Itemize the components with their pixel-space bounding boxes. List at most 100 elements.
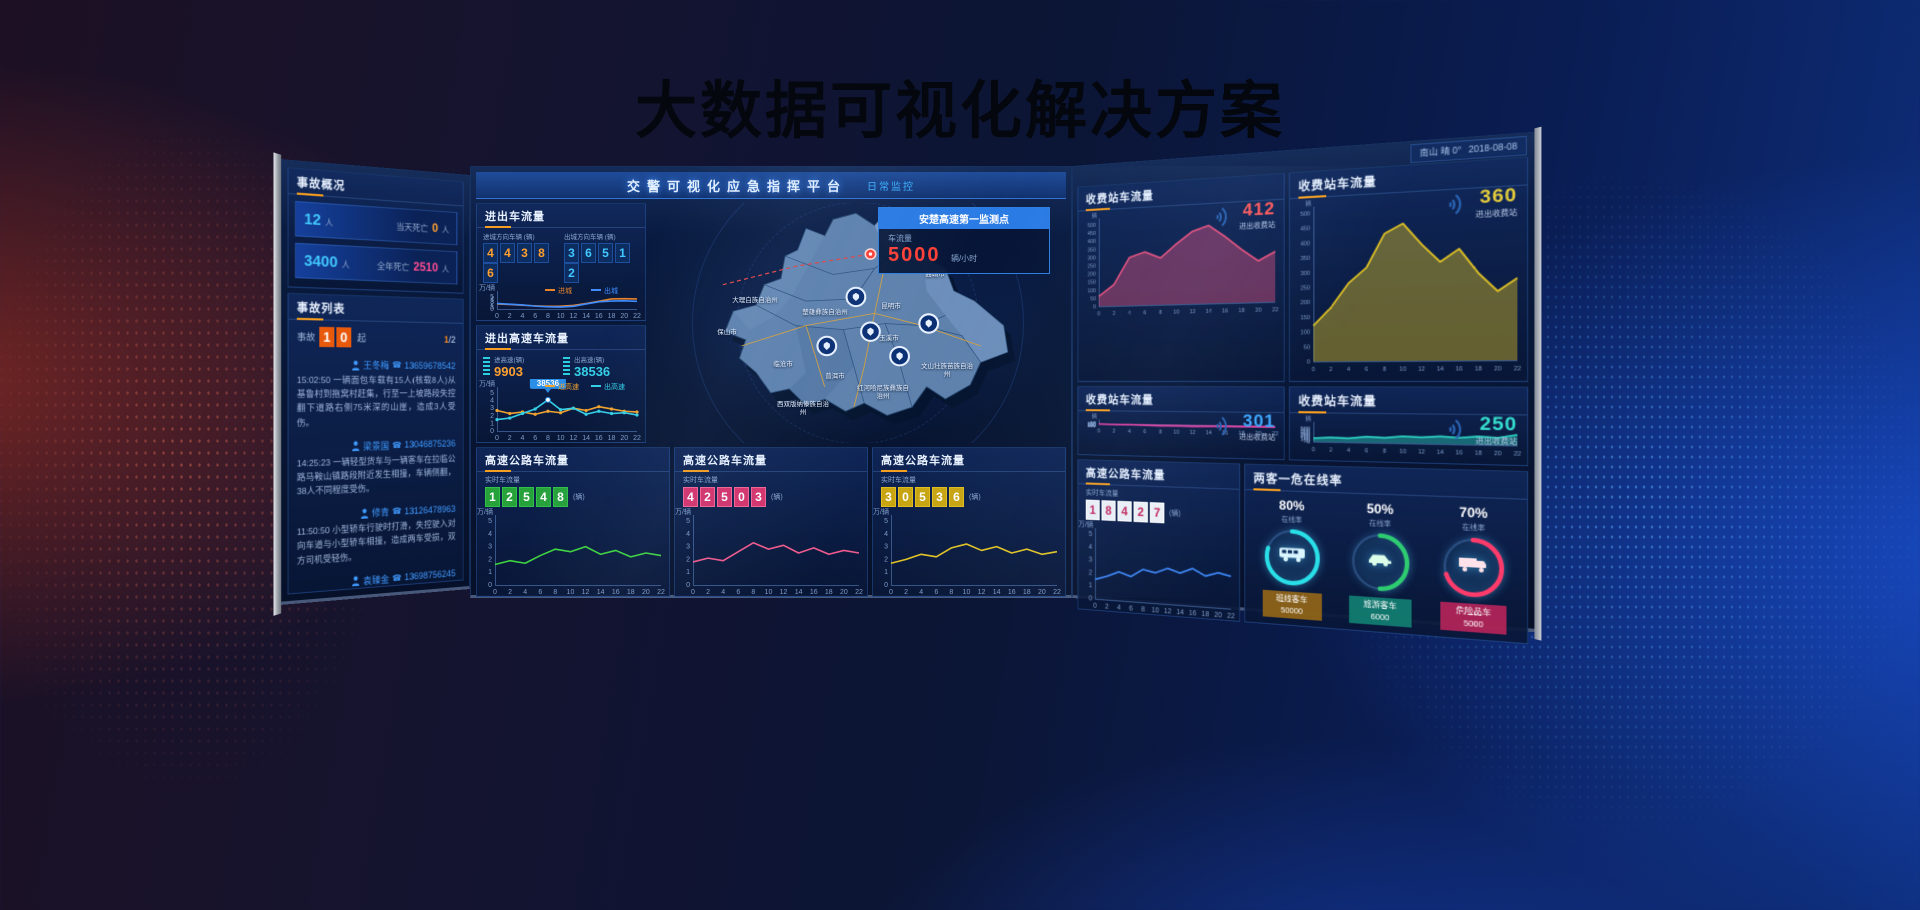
monitor-point-marker-red[interactable]	[865, 249, 875, 259]
svg-text:万/辆: 万/辆	[479, 379, 495, 388]
svg-text:2: 2	[706, 589, 710, 596]
svg-text:8: 8	[1159, 310, 1162, 317]
svg-text:12: 12	[1189, 429, 1195, 436]
svg-text:0: 0	[1307, 359, 1310, 366]
svg-text:20: 20	[1255, 430, 1261, 437]
region-label[interactable]: 保山市	[700, 329, 754, 337]
svg-text:18: 18	[825, 589, 833, 596]
svg-text:8: 8	[546, 313, 550, 320]
region-label[interactable]: 临沧市	[756, 361, 810, 369]
bus-icon	[1278, 546, 1305, 570]
svg-text:4: 4	[1128, 428, 1131, 434]
accident-list-item[interactable]: 王冬梅 ☎ 13659678542 15:02:50 一辆面包车载有15人(核载…	[297, 357, 456, 429]
region-label[interactable]: 文山壮族苗族自治州	[920, 363, 974, 379]
svg-text:4: 4	[884, 531, 888, 538]
svg-text:5: 5	[686, 518, 690, 525]
dashboard-header: 交警可视化应急指挥平台 日常监控	[476, 172, 1066, 199]
svg-text:0: 0	[691, 589, 695, 596]
svg-text:150: 150	[1087, 280, 1096, 287]
svg-text:5: 5	[490, 390, 494, 397]
toll-chart-2: 0 50 100 150 200 250 300 350 400 450 500 辆 0 2 4 6 8 10 12…	[1290, 186, 1527, 381]
svg-text:22: 22	[1272, 430, 1278, 437]
svg-text:450: 450	[1300, 226, 1310, 233]
pagination[interactable]: 1/2	[444, 334, 455, 344]
svg-text:16: 16	[1456, 449, 1463, 456]
accident-overview-panel: 事故概况 12 人 当天死亡 0 人 3400 人 全年死亡 2510 人	[288, 167, 464, 294]
svg-text:2: 2	[1089, 569, 1093, 577]
svg-text:0: 0	[495, 313, 499, 320]
svg-text:6: 6	[736, 589, 740, 596]
svg-text:辆: 辆	[1305, 414, 1311, 423]
menu-daily-monitoring[interactable]: 日常监控	[867, 178, 915, 193]
svg-text:250: 250	[1087, 263, 1096, 270]
accident-list-item[interactable]: 修青 ☎ 13126478963 11:50:50 小型轿车行驶时打滑，失控驶入…	[297, 502, 456, 568]
svg-text:4: 4	[490, 398, 494, 405]
date-text: 2018-08-08	[1468, 141, 1517, 155]
region-label[interactable]: 楚雄彝族自治州	[798, 309, 852, 317]
accident-person-name: 梁景国	[363, 438, 389, 452]
svg-text:500: 500	[1300, 425, 1310, 432]
region-label[interactable]: 玉溪市	[862, 335, 916, 343]
svg-text:10: 10	[1399, 366, 1406, 373]
region-label[interactable]: 红河哈尼族彝族自治州	[856, 385, 910, 401]
map-tooltip-value: 5000	[888, 244, 941, 266]
svg-text:0: 0	[1307, 439, 1310, 446]
svg-text:50: 50	[1090, 421, 1096, 427]
screen-wall: 事故概况 12 人 当天死亡 0 人 3400 人 全年死亡 2510 人	[274, 166, 1514, 598]
svg-text:2: 2	[508, 435, 512, 442]
svg-text:22: 22	[1272, 307, 1278, 314]
ripple-icon	[1215, 412, 1235, 440]
svg-text:4: 4	[686, 531, 690, 538]
online-rate-panel: 两客一危在线率 80% 在线率 班线客车 50000 50% 在线率	[1244, 464, 1528, 645]
svg-text:10: 10	[1152, 607, 1160, 615]
car-icon	[1366, 551, 1395, 574]
accident-person-name: 修青	[372, 505, 389, 519]
region-label[interactable]: 普洱市	[808, 373, 862, 381]
accident-list-item[interactable]: 袁臻金 ☎ 13698756245 22:25:50 小型普通客车行驶至黄果树收…	[297, 567, 456, 594]
police-marker[interactable]	[890, 347, 909, 365]
realtime-panel-4: 高速公路车流量 实时车流量 1 8 4 2 7 (辆) 0 1 2 3 4 5 万/辆 0 2 4 6 8 10 1…	[1077, 459, 1240, 622]
toll-value: 412	[1239, 198, 1275, 221]
svg-text:5: 5	[488, 518, 492, 525]
svg-text:0: 0	[1312, 446, 1315, 453]
svg-text:0: 0	[490, 428, 494, 435]
accident-overview-title: 事故概况	[289, 168, 463, 206]
svg-text:进高速: 进高速	[558, 382, 579, 391]
svg-text:22: 22	[657, 589, 665, 596]
toll-chart-4: 0 50 100 150 200 250 300 350 400 450 500 辆 0 2 4 6 8 10 12…	[1290, 413, 1527, 466]
svg-text:6: 6	[533, 313, 537, 320]
svg-text:3: 3	[686, 544, 690, 551]
svg-text:2: 2	[1329, 367, 1332, 374]
svg-text:100: 100	[1087, 421, 1096, 427]
svg-text:6: 6	[1143, 310, 1146, 316]
accident-phone: 13698756245	[404, 568, 455, 582]
police-marker[interactable]	[847, 288, 866, 306]
police-marker[interactable]	[919, 314, 938, 332]
svg-text:150: 150	[1300, 435, 1310, 442]
highway-flow-chart: 0 1 2 3 4 5 万/辆 0 2 4 6 8 10 12 14 16 18 20 22 38536 进高速 出高速	[477, 379, 645, 442]
accident-list-item[interactable]: 梁景国 ☎ 13046875236 14:25:23 一辆轻型货车与一辆客车在拉…	[297, 437, 456, 499]
online-rate-title: 两客一危在线率	[1245, 465, 1527, 500]
person-icon	[351, 441, 360, 452]
region-label[interactable]: 大理白族自治州	[728, 297, 782, 305]
accident-list: 王冬梅 ☎ 13659678542 15:02:50 一辆面包车载有15人(核载…	[289, 349, 463, 594]
svg-text:10: 10	[557, 313, 565, 320]
svg-text:350: 350	[1087, 422, 1096, 428]
svg-text:350: 350	[1087, 247, 1096, 254]
city-flow-chart: 0 1 2 3 4 5 万/辆 0 2 4 6 8 10 12 14 16 18 20 22 进城 出城	[477, 283, 645, 320]
svg-text:18: 18	[608, 435, 616, 442]
svg-text:8: 8	[553, 589, 557, 596]
realtime-digits: 30536	[881, 487, 966, 507]
realtime-panel-3: 高速公路车流量 实时车流量 3 0 5 3 6 (辆) 0 1 2 3 4 5 万/辆 0 2 4 6 8 10 1…	[872, 447, 1066, 597]
svg-text:22: 22	[1053, 589, 1061, 596]
svg-text:8: 8	[546, 435, 550, 442]
region-label[interactable]: 西双版纳傣族自治州	[776, 401, 830, 417]
police-marker[interactable]	[817, 337, 836, 355]
svg-text:辆: 辆	[1092, 411, 1097, 419]
svg-text:300: 300	[1300, 270, 1310, 277]
svg-text:350: 350	[1300, 429, 1310, 436]
svg-text:22: 22	[1514, 366, 1522, 373]
svg-text:0: 0	[1093, 304, 1096, 310]
region-label[interactable]: 昆明市	[864, 303, 918, 311]
ripple-icon	[1215, 203, 1235, 231]
